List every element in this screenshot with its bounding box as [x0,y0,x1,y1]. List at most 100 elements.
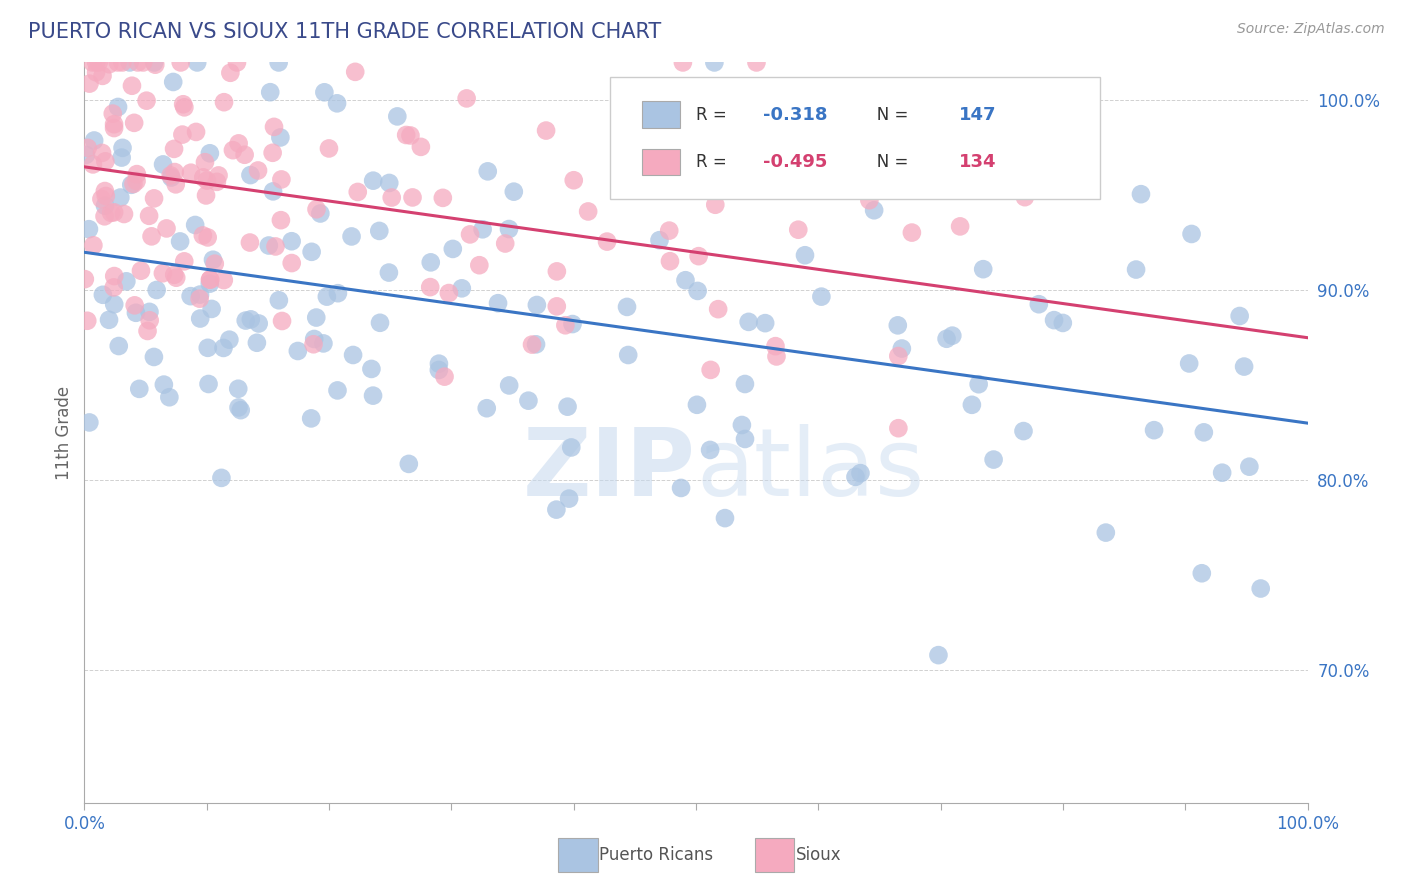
Point [98,313,121,327]
Point [526,298,548,312]
Point [849,466,872,480]
Point [301,244,323,259]
Point [617,348,640,362]
Point [163,268,186,282]
Point [110,190,132,204]
Point [269,130,291,145]
Point [271,314,294,328]
Point [247,163,270,178]
Point [596,235,619,249]
Point [960,398,983,412]
Point [122,177,145,191]
Point [233,148,256,162]
FancyBboxPatch shape [643,149,681,175]
Point [138,313,160,327]
Point [648,233,671,247]
Point [858,193,880,207]
Point [170,55,193,70]
Point [787,223,810,237]
Point [173,254,195,268]
Point [326,286,349,301]
Point [398,457,420,471]
Point [1233,359,1256,374]
Point [184,125,207,139]
Point [188,292,211,306]
Point [201,301,224,316]
Point [235,313,257,327]
Point [103,205,125,219]
Point [73,272,96,286]
Point [153,377,176,392]
Point [686,398,709,412]
Point [259,85,281,99]
Point [93,209,115,223]
Point [734,432,756,446]
Point [558,491,581,506]
Point [128,382,150,396]
Point [844,470,866,484]
FancyBboxPatch shape [610,78,1099,200]
Point [456,91,478,105]
Point [160,170,183,185]
Point [143,191,166,205]
Point [195,173,218,187]
Point [686,284,709,298]
Point [76,141,98,155]
Point [145,283,167,297]
Point [731,417,754,432]
Point [82,157,104,171]
Point [94,199,117,213]
Point [111,55,134,70]
Point [77,222,100,236]
Point [927,648,949,662]
Point [219,66,242,80]
Point [305,310,328,325]
Point [135,94,157,108]
Point [163,165,186,179]
Point [239,312,262,326]
Point [107,100,129,114]
Point [186,55,208,70]
Point [191,228,214,243]
Point [264,239,287,253]
Point [115,274,138,288]
Point [1250,582,1272,596]
Point [890,342,912,356]
Point [112,207,135,221]
Point [91,287,114,301]
Text: 147: 147 [959,106,997,124]
Point [257,238,280,252]
Point [207,169,229,183]
Point [1043,313,1066,327]
Point [887,349,910,363]
Point [84,55,107,70]
Point [863,203,886,218]
Point [378,176,401,190]
Point [318,141,340,155]
Point [703,55,725,70]
Point [1095,525,1118,540]
Point [360,362,382,376]
Point [267,55,290,70]
Point [419,255,441,269]
Point [546,299,568,313]
Point [475,401,498,416]
Point [173,100,195,114]
Point [517,393,540,408]
Point [520,337,543,351]
Point [361,174,384,188]
Point [1211,466,1233,480]
Point [458,227,481,242]
Point [118,55,141,70]
Point [76,314,98,328]
Point [399,128,422,143]
Point [1125,262,1147,277]
Point [94,154,117,169]
Point [835,139,858,153]
Point [699,442,721,457]
Point [180,166,202,180]
Point [1130,187,1153,202]
Point [222,143,245,157]
Point [419,280,441,294]
Point [100,206,122,220]
